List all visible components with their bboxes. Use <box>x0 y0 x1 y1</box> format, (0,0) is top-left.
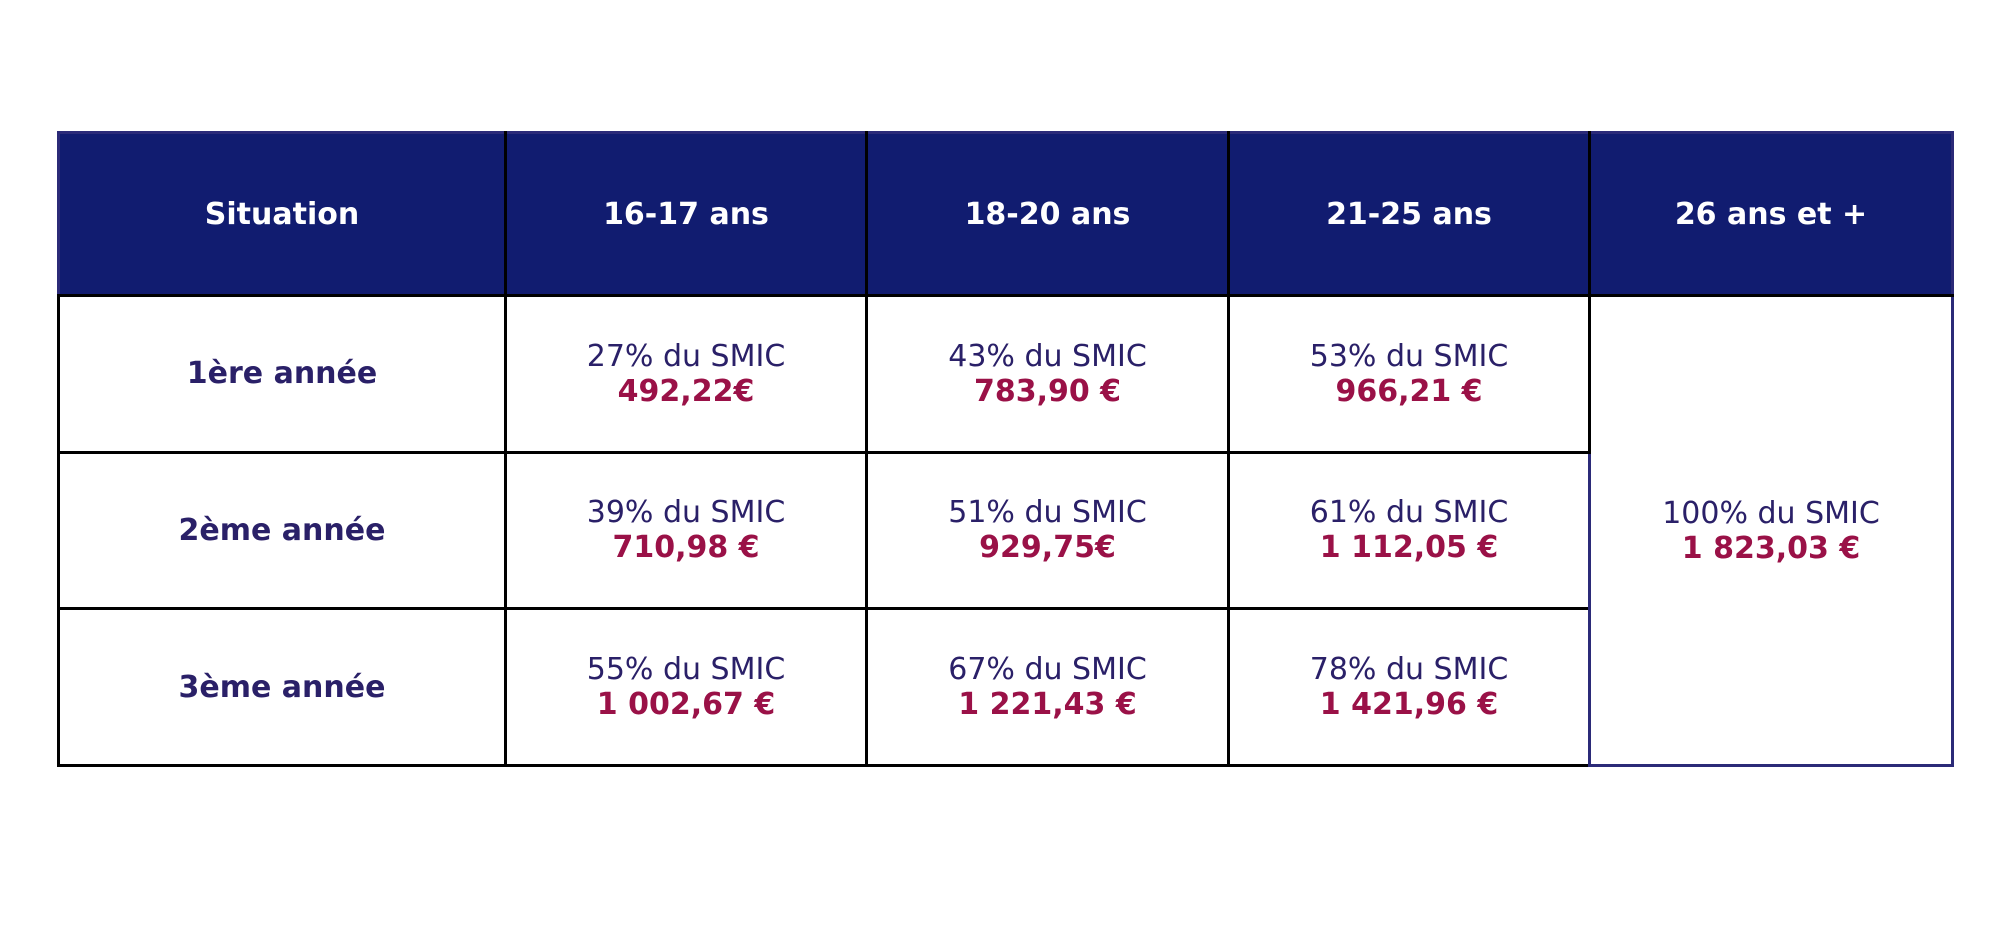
row-label: 2ème année <box>57 450 507 611</box>
rate: 39% du SMIC <box>586 495 786 531</box>
rate-cell: 27% du SMIC 492,22€ <box>504 294 868 454</box>
rate: 78% du SMIC <box>1309 652 1509 688</box>
salary-table: Situation 16-17 ans 18-20 ans 21-25 ans 26 a… <box>57 131 1954 767</box>
rate-cell: 67% du SMIC 1 221,43 € <box>865 607 1230 767</box>
header-cell: 16-17 ans <box>504 131 868 297</box>
rate: 55% du SMIC <box>586 652 786 688</box>
rate: 27% du SMIC <box>586 338 786 374</box>
header-cell: Situation <box>57 131 507 297</box>
header-cell: 21-25 ans <box>1227 131 1591 297</box>
rate: 51% du SMIC <box>948 495 1147 531</box>
amount: 1 221,43 € <box>958 687 1137 723</box>
amount: 1 421,96 € <box>1319 687 1499 723</box>
rate-cell: 51% du SMIC 929,75€ <box>865 450 1230 611</box>
table-row: 1ère année 27% du SMIC 492,22€ 43% du SMIC 7… <box>57 294 1954 767</box>
row-label: 3ème année <box>57 607 507 767</box>
rate-cell: 78% du SMIC 1 421,96 € <box>1227 607 1591 767</box>
merged-cell: 100% du SMIC 1 823,03 € <box>1588 294 1954 767</box>
rate-cell: 43% du SMIC 783,90 € <box>865 294 1230 454</box>
rate-cell: 55% du SMIC 1 002,67 € <box>504 607 868 767</box>
amount: 1 002,67 € <box>596 687 776 723</box>
header-row: Situation 16-17 ans 18-20 ans 21-25 ans 26 a… <box>57 131 1954 297</box>
header-cell: 26 ans et + <box>1588 131 1954 297</box>
amount: 492,22€ <box>617 373 755 409</box>
amount: 1 112,05 € <box>1319 530 1499 566</box>
table-row: 3ème année 55% du SMIC 1 002,67 €67% du SM… <box>57 607 1953 767</box>
rate: 67% du SMIC <box>948 652 1147 688</box>
rate: 61% du SMIC <box>1309 495 1509 531</box>
amount: 929,75€ <box>979 530 1116 566</box>
rate-cell: 53% du SMIC 966,21 € <box>1227 294 1591 454</box>
rate-cell: 61% du SMIC 1 112,05 € <box>1227 450 1591 611</box>
amount: 1 823,03 € <box>1681 530 1861 566</box>
rate: 100% du SMIC <box>1662 495 1880 531</box>
amount: 783,90 € <box>973 373 1122 409</box>
amount: 966,21 € <box>1335 373 1483 409</box>
table-container: Situation 16-17 ans 18-20 ans 21-25 ans 26 a… <box>57 131 1954 767</box>
row-label: 1ère année <box>57 294 507 454</box>
header-cell: 18-20 ans <box>865 131 1230 297</box>
rate-cell: 39% du SMIC 710,98 € <box>504 450 868 611</box>
rate: 53% du SMIC <box>1309 338 1509 374</box>
amount: 710,98 € <box>612 530 760 566</box>
rate: 43% du SMIC <box>948 338 1147 374</box>
table-row: 2ème année 39% du SMIC 710,98 €51% du SMIC… <box>57 450 1953 611</box>
